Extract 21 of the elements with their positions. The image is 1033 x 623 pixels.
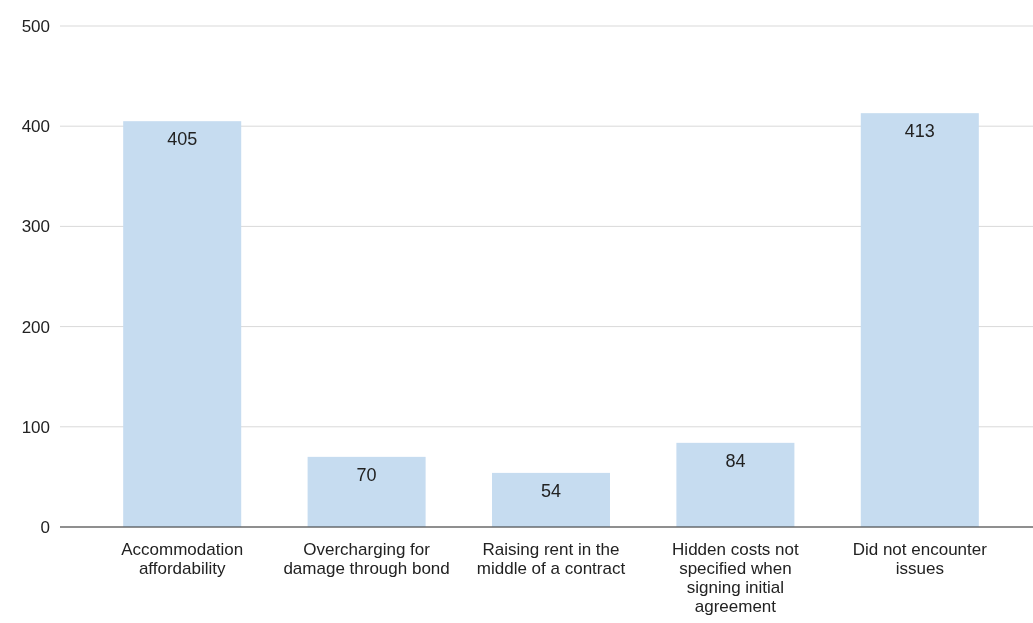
y-tick-label: 400 (21, 117, 50, 137)
y-tick-label: 500 (21, 16, 50, 36)
data-label: 70 (356, 464, 377, 485)
x-tick-label: Did not encounter issues (852, 540, 988, 578)
data-label: 84 (725, 450, 746, 471)
data-label: 54 (540, 480, 562, 501)
x-tick-label: Accommodation affordability (121, 540, 244, 578)
bar (123, 121, 242, 527)
bar (491, 472, 611, 527)
data-label: 405 (167, 129, 198, 150)
x-tick-label: Raising rent in the middle of a contract (476, 540, 626, 578)
data-label: 413 (904, 121, 935, 142)
y-tick-label: 300 (21, 217, 50, 237)
x-tick-label: Hidden costs not specified when signing initial agreement (672, 540, 799, 616)
x-tick-label: Overcharging for damage through bond (283, 540, 450, 578)
y-tick-label: 200 (21, 317, 50, 337)
bar (307, 456, 426, 527)
y-tick-label: 100 (21, 417, 50, 437)
bar (860, 113, 979, 527)
bar (676, 442, 795, 527)
y-tick-label: 0 (40, 517, 50, 537)
